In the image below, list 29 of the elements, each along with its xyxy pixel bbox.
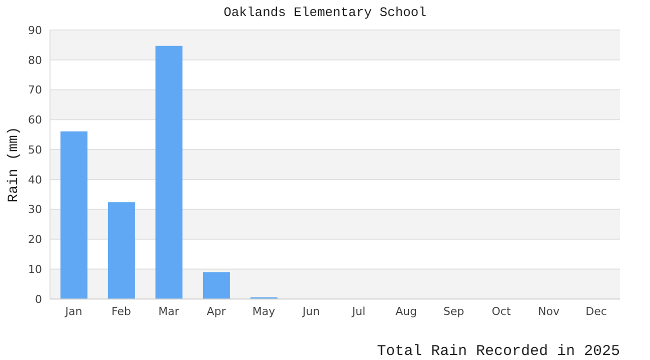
bar bbox=[202, 272, 230, 299]
y-tick-label: 10 bbox=[28, 263, 42, 276]
y-tick-label: 70 bbox=[28, 84, 42, 97]
x-tick-label: Nov bbox=[538, 304, 560, 318]
x-tick-label: Jul bbox=[351, 304, 366, 318]
x-axis-title: Total Rain Recorded in 2025 bbox=[376, 343, 620, 360]
x-tick-label: Dec bbox=[586, 304, 607, 318]
x-tick-label: Mar bbox=[158, 304, 180, 318]
y-tick-label: 0 bbox=[35, 292, 42, 306]
y-axis-title: Rain (mm) bbox=[6, 126, 22, 202]
y-tick-label: 90 bbox=[28, 24, 42, 37]
y-tick-label: 50 bbox=[28, 143, 42, 156]
y-tick-label: 60 bbox=[28, 114, 42, 127]
bar bbox=[60, 131, 88, 299]
y-tick-label: 80 bbox=[28, 54, 42, 67]
x-tick-label: Jun bbox=[302, 304, 320, 318]
x-tick-label: Feb bbox=[112, 304, 131, 318]
bar bbox=[108, 202, 135, 299]
chart-title: Oaklands Elementary School bbox=[222, 5, 428, 20]
y-tick-label: 30 bbox=[28, 203, 42, 216]
x-tick-label: Aug bbox=[396, 304, 417, 318]
x-tick-label: Sep bbox=[443, 304, 464, 318]
x-tick-label: Oct bbox=[492, 304, 512, 318]
y-tick-label: 40 bbox=[28, 173, 42, 186]
y-tick-label: 20 bbox=[28, 233, 42, 246]
x-tick-label: Apr bbox=[206, 304, 226, 318]
x-tick-label: Jan bbox=[64, 304, 82, 318]
bar bbox=[155, 46, 182, 299]
x-tick-label: May bbox=[252, 304, 276, 318]
